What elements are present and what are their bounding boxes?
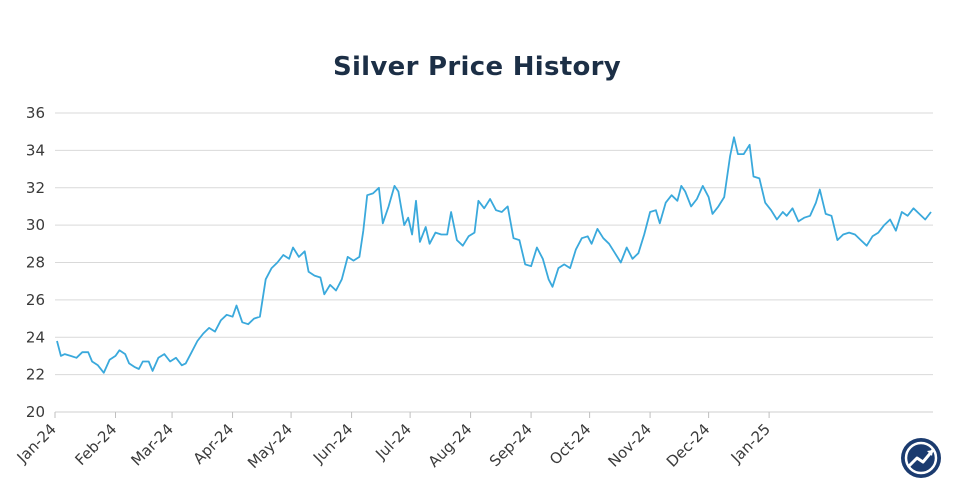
series-line-0 bbox=[56, 136, 932, 374]
x-tick-label: Jan-25 bbox=[727, 420, 774, 467]
y-tick-label: 28 bbox=[26, 254, 45, 272]
x-tick-label: May-24 bbox=[244, 420, 296, 472]
chart-title: Silver Price History bbox=[332, 52, 622, 82]
x-tick-label: Mar-24 bbox=[128, 420, 177, 469]
y-tick-label: 26 bbox=[26, 291, 45, 309]
y-tick-label: 30 bbox=[26, 216, 45, 234]
x-tick-label: Jan-24 bbox=[13, 420, 60, 467]
trend-logo-icon bbox=[899, 436, 943, 480]
x-tick-label: Nov-24 bbox=[604, 420, 654, 470]
x-tick-label: Dec-24 bbox=[663, 420, 714, 471]
y-tick-label: 36 bbox=[26, 104, 45, 122]
x-axis-ticks: Jan-24 Feb-24 Mar-24 Apr-24 May-24 Jun-24 Jul-… bbox=[13, 412, 774, 472]
x-tick-label: Aug-24 bbox=[425, 420, 476, 471]
x-tick-label: Jun-24 bbox=[309, 420, 356, 467]
y-tick-label: 22 bbox=[26, 366, 45, 384]
x-tick-label: Oct-24 bbox=[546, 420, 594, 468]
y-axis-ticks: 20 22 24 26 28 30 32 34 36 bbox=[26, 104, 45, 421]
y-tick-label: 32 bbox=[26, 179, 45, 197]
x-tick-label: Sep-24 bbox=[486, 420, 536, 470]
y-tick-label: 20 bbox=[26, 403, 45, 421]
y-tick-label: 24 bbox=[26, 328, 45, 346]
x-tick-label: Feb-24 bbox=[71, 420, 120, 469]
x-tick-label: Jul-24 bbox=[371, 420, 415, 464]
y-tick-label: 34 bbox=[26, 141, 45, 159]
chart-grid bbox=[55, 112, 933, 376]
series-layer bbox=[56, 136, 932, 374]
x-tick-label: Apr-24 bbox=[190, 420, 238, 468]
